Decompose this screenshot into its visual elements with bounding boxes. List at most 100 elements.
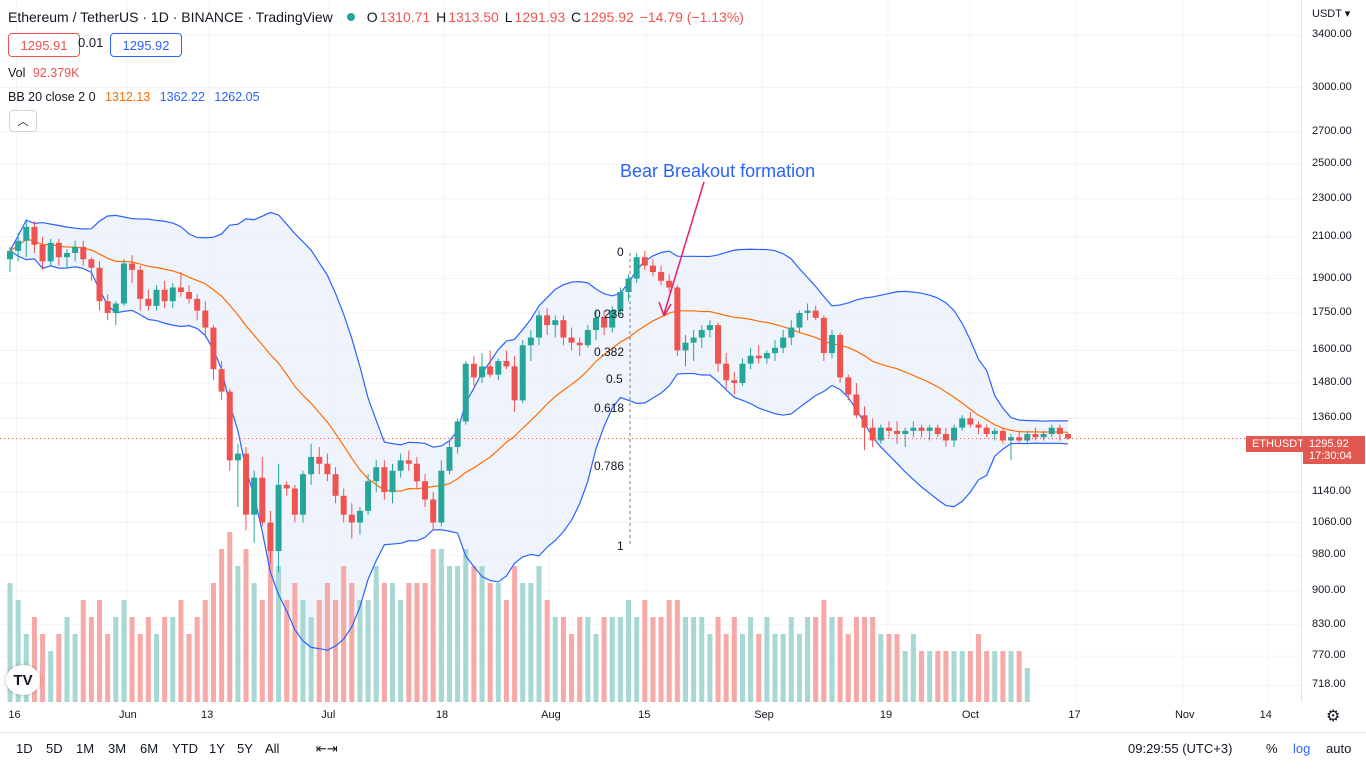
candle-body xyxy=(15,240,22,251)
volume-label: Vol xyxy=(8,66,26,80)
price-tick-label: 830.00 xyxy=(1312,617,1346,630)
candle-body xyxy=(23,226,30,241)
candle-body xyxy=(324,463,331,475)
volume-bar xyxy=(951,651,957,702)
candle-body xyxy=(942,434,949,441)
volume-bar xyxy=(365,600,371,702)
candle-body xyxy=(788,327,795,338)
price-tick-label: 1360.00 xyxy=(1312,411,1352,424)
price-tick-label: 770.00 xyxy=(1312,649,1346,662)
volume-bar xyxy=(414,583,420,702)
time-tick-label: Nov xyxy=(1174,709,1195,721)
timeframe-6m-button[interactable]: 6M xyxy=(140,741,159,756)
volume-bar xyxy=(40,634,46,702)
volume-bar xyxy=(455,566,461,702)
candle-body xyxy=(202,310,209,328)
candle-body xyxy=(251,477,258,515)
timeframe-all-button[interactable]: All xyxy=(265,741,280,756)
price-tick-label: 3000.00 xyxy=(1312,80,1352,93)
fib-level-label: 1 xyxy=(617,538,624,553)
candle-body xyxy=(112,303,119,313)
volume-bar xyxy=(577,617,583,702)
candle-body xyxy=(894,430,901,435)
log-scale-button[interactable]: log xyxy=(1293,741,1311,756)
candle-body xyxy=(446,446,453,471)
symbol-title[interactable]: Ethereum / TetherUS · 1D · BINANCE · Tra… xyxy=(8,9,333,25)
price-axis[interactable] xyxy=(1301,0,1366,702)
bollinger-legend[interactable]: BB 20 close 2 0 1312.13 1362.22 1262.05 xyxy=(8,90,260,104)
candle-body xyxy=(910,427,917,431)
timeframe-ytd-button[interactable]: YTD xyxy=(172,741,198,756)
candle-body xyxy=(55,242,62,258)
percent-scale-button[interactable]: % xyxy=(1266,741,1278,756)
volume-bar xyxy=(170,617,176,702)
candle-body xyxy=(259,477,266,523)
collapse-legend-button[interactable]: ︿ xyxy=(9,110,37,132)
price-tick-label: 1060.00 xyxy=(1312,515,1352,528)
timeframe-1y-button[interactable]: 1Y xyxy=(209,741,225,756)
timeframe-5y-button[interactable]: 5Y xyxy=(237,741,253,756)
volume-bar xyxy=(227,532,233,702)
candle-body xyxy=(918,427,925,431)
settings-gear-icon[interactable]: ⚙ xyxy=(1326,708,1341,725)
market-open-icon xyxy=(346,13,355,21)
candle-body xyxy=(365,481,372,511)
candle-body xyxy=(601,317,608,328)
volume-bar xyxy=(544,600,550,702)
volume-bar xyxy=(202,600,208,702)
candle-body xyxy=(137,269,144,299)
volume-bar xyxy=(837,617,843,702)
volume-bar xyxy=(788,617,794,702)
candle-body xyxy=(47,242,54,262)
volume-bar xyxy=(463,549,469,702)
volume-bar xyxy=(910,634,916,702)
timeframe-5d-button[interactable]: 5D xyxy=(46,741,63,756)
volume-bar xyxy=(935,651,941,702)
currency-selector[interactable]: USDT ▾ xyxy=(1312,8,1351,20)
candle-body xyxy=(88,259,95,268)
candle-body xyxy=(405,460,412,464)
timeframe-1d-button[interactable]: 1D xyxy=(16,741,33,756)
candle-body xyxy=(1040,434,1047,438)
price-tick-label: 3400.00 xyxy=(1312,28,1352,41)
volume-bar xyxy=(560,617,566,702)
clock-readout[interactable]: 09:29:55 (UTC+3) xyxy=(1128,741,1233,756)
candle-body xyxy=(617,292,624,311)
date-range-icon[interactable]: ⇤⇥ xyxy=(316,741,338,756)
bb-band-fill xyxy=(10,212,1068,651)
candle-body xyxy=(609,310,616,328)
volume-bar xyxy=(894,634,900,702)
volume-bar xyxy=(609,617,615,702)
candle-body xyxy=(389,470,396,493)
candle-body xyxy=(772,347,779,354)
candle-body xyxy=(519,345,526,401)
auto-scale-button[interactable]: auto xyxy=(1326,741,1352,756)
annotation-text[interactable]: Bear Breakout formation xyxy=(620,161,816,181)
volume-bar xyxy=(31,617,37,702)
volume-bar xyxy=(617,617,623,702)
buy-price-button[interactable]: 1295.92 xyxy=(110,33,182,57)
volume-legend[interactable]: Vol 92.379K xyxy=(8,66,79,80)
candle-body xyxy=(348,514,355,523)
volume-bar xyxy=(715,617,721,702)
bb-lower-line xyxy=(9,250,1069,651)
volume-bar xyxy=(276,566,282,702)
tradingview-logo[interactable]: TV xyxy=(6,665,40,695)
timeframe-1m-button[interactable]: 1M xyxy=(76,741,95,756)
candle-body xyxy=(454,421,461,447)
candle-body xyxy=(438,470,445,523)
price-tick-label: 1480.00 xyxy=(1312,376,1352,389)
volume-bar xyxy=(650,617,656,702)
candle-body xyxy=(902,430,909,435)
volume-bar xyxy=(259,600,265,702)
candle-body xyxy=(658,272,665,281)
volume-bar xyxy=(284,600,290,702)
sell-price-button[interactable]: 1295.91 xyxy=(8,33,80,57)
candle-body xyxy=(462,363,469,422)
annotation-arrowhead xyxy=(658,301,672,317)
volume-bar xyxy=(569,634,575,702)
price-tick-label: 1140.00 xyxy=(1312,485,1351,498)
volume-bar xyxy=(862,617,868,702)
timeframe-3m-button[interactable]: 3M xyxy=(108,741,127,756)
